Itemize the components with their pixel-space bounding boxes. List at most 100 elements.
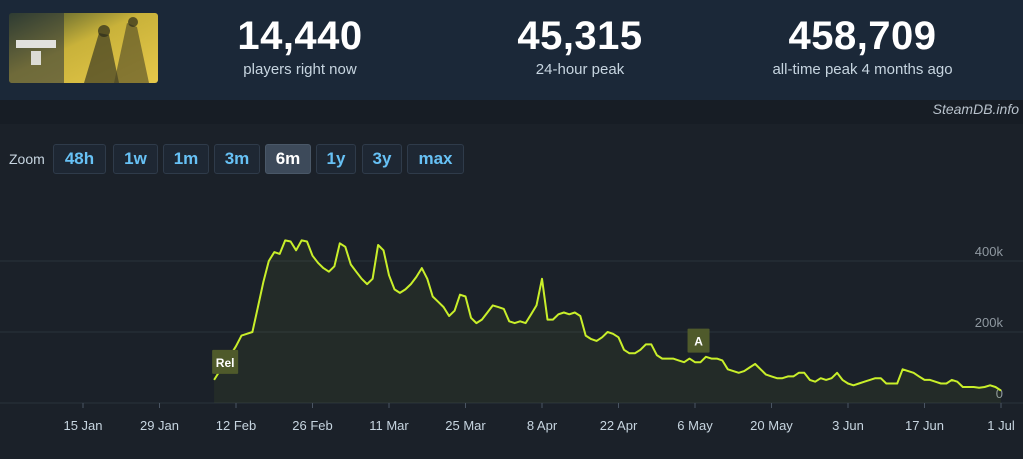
data-point: [825, 379, 827, 381]
data-point: [650, 343, 652, 345]
data-point: [770, 375, 772, 377]
data-point: [994, 386, 996, 388]
data-point: [918, 375, 920, 377]
x-tick-label: 1 Jul: [987, 418, 1015, 433]
data-point: [912, 372, 914, 374]
zoom-label: Zoom: [9, 151, 45, 167]
data-point: [541, 278, 543, 280]
data-point: [421, 267, 423, 269]
zoom-1m-button[interactable]: 1m: [163, 144, 209, 174]
data-point: [279, 253, 281, 255]
zoom-48h-button[interactable]: 48h: [53, 144, 106, 174]
data-point: [524, 322, 526, 324]
data-point: [666, 357, 668, 359]
data-point: [776, 377, 778, 379]
daily-peak-stat: 45,315 24-hour peak: [480, 12, 680, 80]
data-point: [519, 320, 521, 322]
data-point: [590, 338, 592, 340]
data-point: [617, 336, 619, 338]
data-point: [268, 260, 270, 262]
data-point: [907, 370, 909, 372]
data-point: [366, 283, 368, 285]
data-point: [235, 345, 237, 347]
data-point: [415, 276, 417, 278]
data-point: [399, 292, 401, 294]
data-point: [257, 306, 259, 308]
data-point: [951, 379, 953, 381]
data-point: [809, 379, 811, 381]
data-point: [513, 322, 515, 324]
x-tick-label: 26 Feb: [292, 418, 332, 433]
data-point: [727, 368, 729, 370]
data-point: [759, 368, 761, 370]
data-point: [585, 334, 587, 336]
data-point: [404, 288, 406, 290]
data-point: [350, 263, 352, 265]
y-tick-label: 200k: [975, 315, 1004, 330]
data-point: [754, 363, 756, 365]
data-point: [967, 386, 969, 388]
data-point: [448, 315, 450, 317]
zoom-6m-button[interactable]: 6m: [265, 144, 311, 174]
data-point: [355, 270, 357, 272]
zoom-1y-button[interactable]: 1y: [316, 144, 356, 174]
data-point: [333, 265, 335, 267]
data-point: [240, 334, 242, 336]
data-point: [371, 278, 373, 280]
zoom-max-button[interactable]: max: [407, 144, 464, 174]
data-point: [869, 379, 871, 381]
data-point: [705, 356, 707, 358]
data-point: [787, 375, 789, 377]
data-point: [426, 278, 428, 280]
stats-header: 14,440 players right now 45,315 24-hour …: [0, 0, 1023, 100]
data-point: [563, 311, 565, 313]
data-point: [896, 382, 898, 384]
steamdb-credit-link[interactable]: SteamDB.info: [932, 101, 1019, 117]
data-point: [962, 386, 964, 388]
game-capsule-image[interactable]: [9, 13, 158, 83]
data-point: [382, 249, 384, 251]
data-point: [765, 373, 767, 375]
data-point: [1000, 389, 1002, 391]
data-point: [885, 382, 887, 384]
data-point: [891, 382, 893, 384]
y-tick-label: 400k: [975, 244, 1004, 259]
data-point: [410, 283, 412, 285]
data-point: [508, 320, 510, 322]
all-time-peak-label: all-time peak 4 months ago: [772, 61, 953, 78]
x-tick-label: 11 Mar: [369, 418, 409, 433]
data-point: [710, 357, 712, 359]
data-point: [464, 295, 466, 297]
data-point: [470, 317, 472, 319]
data-point: [213, 379, 215, 381]
data-point: [645, 343, 647, 345]
x-tick-label: 29 Jan: [140, 418, 179, 433]
data-point: [814, 381, 816, 383]
data-point: [601, 336, 603, 338]
data-point: [956, 381, 958, 383]
zoom-3m-button[interactable]: 3m: [214, 144, 260, 174]
data-point: [623, 349, 625, 351]
data-point: [295, 249, 297, 251]
data-point: [442, 306, 444, 308]
data-point: [595, 340, 597, 342]
data-point: [836, 372, 838, 374]
data-point: [934, 381, 936, 383]
data-point: [628, 352, 630, 354]
x-tick-label: 12 Feb: [216, 418, 256, 433]
data-point: [688, 357, 690, 359]
all-time-peak-stat: 458,709 all-time peak 4 months ago: [740, 12, 985, 80]
data-point: [874, 377, 876, 379]
data-point: [579, 315, 581, 317]
data-point: [497, 306, 499, 308]
data-point: [530, 313, 532, 315]
zoom-3y-button[interactable]: 3y: [362, 144, 402, 174]
data-point: [972, 386, 974, 388]
data-point: [317, 262, 319, 264]
zoom-1w-button[interactable]: 1w: [113, 144, 158, 174]
current-players-value: 14,440: [237, 14, 363, 58]
data-point: [273, 251, 275, 253]
x-tick-label: 3 Jun: [832, 418, 864, 433]
data-point: [360, 278, 362, 280]
data-point: [923, 379, 925, 381]
